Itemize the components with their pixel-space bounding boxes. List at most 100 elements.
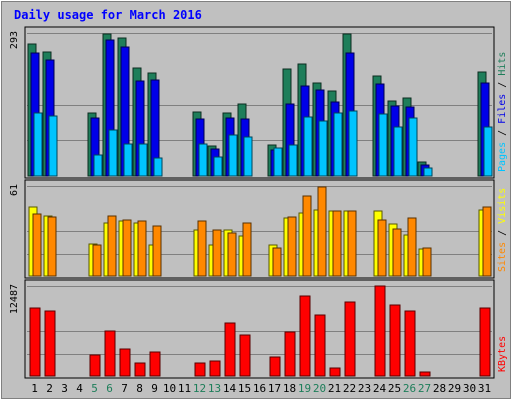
day-label: 28 <box>433 382 446 395</box>
legend-pages: Pages <box>497 142 508 172</box>
day-label: 3 <box>61 382 68 395</box>
bar-sites <box>242 222 252 277</box>
bar-pages <box>333 112 343 177</box>
bar-pages <box>138 143 148 177</box>
bar-kbytes <box>209 360 221 377</box>
bar-sites <box>197 220 207 277</box>
bar-pages <box>483 126 493 177</box>
day-label: 10 <box>163 382 176 395</box>
legend-separator: / <box>497 76 508 94</box>
bar-pages <box>93 154 103 177</box>
bar-sites <box>227 232 237 277</box>
bar-sites <box>422 247 432 277</box>
bar-sites <box>302 195 312 277</box>
bar-kbytes <box>404 310 416 377</box>
day-label: 17 <box>268 382 281 395</box>
frame-shadow <box>1 1 511 399</box>
bar-pages <box>198 143 208 177</box>
day-label: 4 <box>76 382 83 395</box>
day-label: 12 <box>193 382 206 395</box>
day-label: 31 <box>478 382 491 395</box>
panel-side-legend: KBytes <box>497 336 508 372</box>
day-labels: 1 2 3 4 5 6 7 8 9 10 11 12 13 14 15 16 17 18 19 20 21 22 23 24 2… <box>31 382 491 395</box>
day-label: 29 <box>448 382 461 395</box>
day-label: 9 <box>151 382 158 395</box>
day-label: 15 <box>238 382 251 395</box>
bar-kbytes <box>314 314 326 377</box>
legend-hits: Hits <box>497 52 508 76</box>
bar-kbytes <box>344 301 356 377</box>
bar-kbytes <box>239 334 251 377</box>
day-label: 18 <box>283 382 296 395</box>
legend-separator: / <box>497 224 508 242</box>
day-label: 30 <box>463 382 476 395</box>
panel-kbytes: 12487 KBytes <box>9 279 508 379</box>
day-label: 8 <box>136 382 143 395</box>
bar-kbytes <box>284 331 296 377</box>
bar-sites <box>137 220 147 277</box>
bar-sites <box>122 219 132 277</box>
panel-max-label: 12487 <box>9 284 20 314</box>
bar-kbytes <box>329 367 341 377</box>
panel-hits: 293 Pages / Files / Hits <box>9 26 508 179</box>
bar-kbytes <box>44 310 56 377</box>
legend-separator: / <box>497 124 508 142</box>
day-label: 21 <box>328 382 341 395</box>
bar-pages <box>243 136 253 177</box>
day-label: 22 <box>343 382 356 395</box>
chart-title: Daily usage for March 2016 <box>14 8 202 22</box>
bar-sites <box>107 215 117 277</box>
bar-kbytes <box>104 330 116 377</box>
panel-max-label: 61 <box>9 184 20 196</box>
day-label: 1 <box>31 382 38 395</box>
day-label: 7 <box>121 382 128 395</box>
bar-pages <box>408 117 418 177</box>
bar-kbytes <box>374 285 386 377</box>
bar-sites <box>392 228 402 277</box>
bar-pages <box>288 144 298 177</box>
bar-pages <box>423 167 433 177</box>
bar-sites <box>377 219 387 277</box>
bar-pages <box>228 134 238 177</box>
bar-pages <box>33 112 43 177</box>
bar-sites <box>152 225 162 277</box>
day-label: 24 <box>373 382 387 395</box>
bar-kbytes <box>194 362 206 377</box>
day-label: 2 <box>46 382 53 395</box>
bar-sites <box>317 186 327 277</box>
legend-sites: Sites <box>497 242 508 272</box>
day-label: 19 <box>298 382 311 395</box>
day-label: 6 <box>106 382 113 395</box>
legend-files: Files <box>497 94 508 124</box>
bar-sites <box>32 213 42 277</box>
bar-sites <box>287 216 297 277</box>
bar-pages <box>393 126 403 177</box>
bar-sites <box>482 206 492 277</box>
bar-pages <box>318 120 328 177</box>
bar-kbytes <box>119 348 131 377</box>
bar-pages <box>348 110 358 177</box>
day-label: 23 <box>358 382 371 395</box>
day-label: 16 <box>253 382 266 395</box>
bar-kbytes <box>149 351 161 377</box>
bar-sites <box>407 217 417 277</box>
panels: 293 Pages / Files / Hits 61 Sites / Visits 1… <box>9 26 508 379</box>
panel-max-label: 293 <box>9 31 20 49</box>
bar-kbytes <box>299 295 311 377</box>
day-label: 13 <box>208 382 221 395</box>
legend-kbytes: KBytes <box>497 336 508 372</box>
bar-kbytes <box>419 371 431 377</box>
panel-visits: 61 Sites / Visits <box>9 179 508 279</box>
bar-sites <box>332 210 342 277</box>
bar-pages <box>378 113 388 177</box>
bar-pages <box>273 147 283 177</box>
panel-frame <box>24 279 495 379</box>
day-label: 11 <box>178 382 191 395</box>
legend-visits: Visits <box>497 188 508 224</box>
day-label: 14 <box>223 382 237 395</box>
panel-side-legend: Pages / Files / Hits <box>497 52 508 172</box>
day-label: 25 <box>388 382 401 395</box>
bar-sites <box>347 210 357 277</box>
bar-kbytes <box>269 356 281 377</box>
